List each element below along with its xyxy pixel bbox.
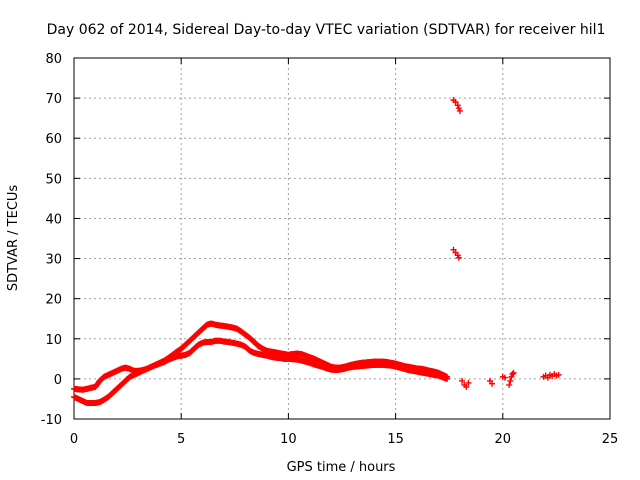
x-tick-label: 10: [280, 432, 297, 447]
y-tick-label: 20: [45, 293, 62, 308]
data-points: [71, 97, 562, 406]
y-tick-label: 0: [54, 373, 62, 388]
data-point: [454, 102, 461, 109]
data-point: [506, 381, 513, 388]
y-axis-label: SDTVAR / TECUs: [6, 185, 21, 292]
x-tick-label: 5: [177, 432, 185, 447]
x-tick-label: 25: [602, 432, 619, 447]
data-point: [465, 379, 472, 386]
series-isolated-segments: [450, 97, 562, 390]
y-tick-label: 30: [45, 253, 62, 268]
data-point: [463, 383, 470, 390]
data-point: [507, 377, 514, 384]
y-tick-label: -10: [41, 413, 62, 428]
plot-frame: [73, 57, 611, 420]
y-tick-label: 70: [45, 92, 62, 107]
chart-title: Day 062 of 2014, Sidereal Day-to-day VTE…: [47, 22, 606, 38]
y-tick-label: 80: [45, 52, 62, 67]
axis-ticks: 0 5 10 15 20 25 -10 0 10 20 30 40 50 60 70 80: [41, 52, 619, 447]
data-point: [508, 373, 515, 380]
data-point: [455, 254, 462, 261]
data-point: [555, 371, 562, 378]
data-point: [455, 105, 462, 112]
data-point: [459, 377, 466, 384]
data-point: [509, 371, 516, 378]
y-tick-label: 50: [45, 172, 62, 187]
series-lower-track: [71, 337, 451, 406]
data-point: [489, 380, 496, 387]
y-tick-label: 40: [45, 212, 62, 227]
data-point: [444, 375, 451, 382]
x-tick-label: 20: [495, 432, 512, 447]
grid-lines: [74, 58, 610, 419]
data-point: [501, 374, 508, 381]
y-tick-label: 10: [45, 333, 62, 348]
x-tick-label: 0: [70, 432, 78, 447]
data-point: [456, 107, 463, 114]
data-point: [452, 99, 459, 106]
x-axis-label: GPS time / hours: [287, 460, 396, 475]
y-tick-label: 60: [45, 132, 62, 147]
x-tick-label: 15: [387, 432, 404, 447]
data-point: [510, 369, 517, 376]
